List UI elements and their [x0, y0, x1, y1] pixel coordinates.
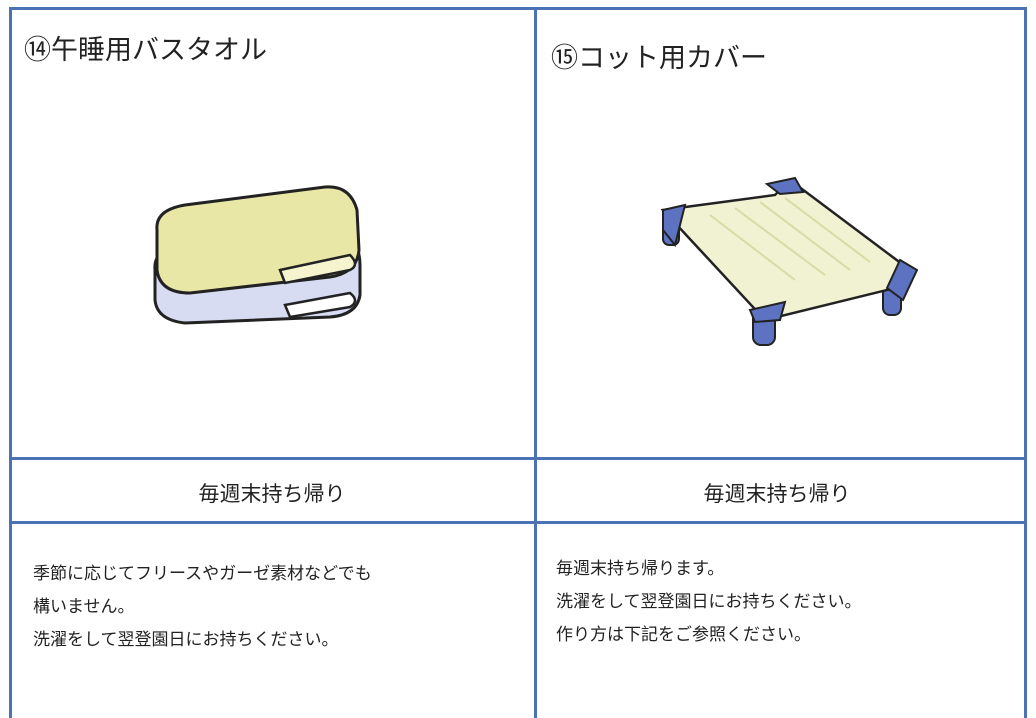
towel-illustration [153, 185, 362, 325]
description: 毎週末持ち帰ります。洗濯をして翌登園日にお持ちください。 作り方は下記をご参照くだ… [556, 553, 862, 652]
description-line: 洗濯をして翌登園日にお持ちください。 [33, 630, 339, 650]
border-right [1024, 7, 1027, 718]
cot-illustration [660, 176, 919, 346]
description: 季節に応じてフリースやガーゼ素材などでも 構いません。洗濯をして翌登園日にお持ちく… [33, 558, 372, 657]
border-top [9, 7, 1027, 10]
description-line: 構いません。 [33, 597, 135, 617]
item-title: ⑭午睡用バスタオル [24, 35, 267, 66]
border-left [9, 7, 12, 718]
description-line: 毎週末持ち帰ります。 [556, 559, 725, 579]
frequency: 毎週末持ち帰り [198, 482, 346, 506]
row-divider [9, 521, 1027, 524]
description-line: 季節に応じてフリースやガーゼ素材などでも [33, 564, 372, 584]
row-divider [9, 457, 1027, 460]
item-title: ⑮コット用カバー [551, 43, 767, 74]
column-divider [534, 7, 537, 718]
frequency: 毎週末持ち帰り [703, 482, 851, 506]
description-line: 洗濯をして翌登園日にお持ちください。 [556, 592, 862, 612]
description-line: 作り方は下記をご参照ください。 [556, 625, 811, 645]
